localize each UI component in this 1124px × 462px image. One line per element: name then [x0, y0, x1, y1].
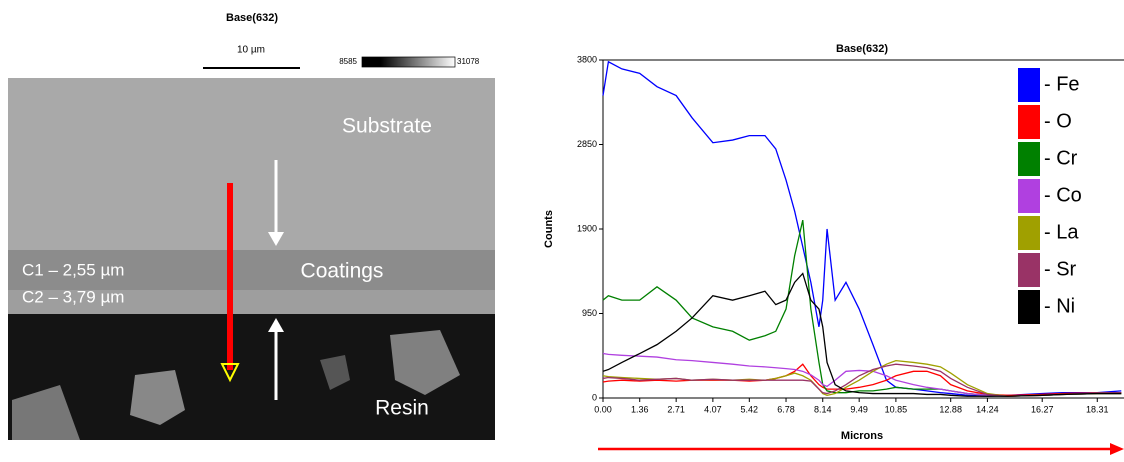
y-tick-label: 950 — [582, 308, 597, 318]
x-tick-label: 18.31 — [1086, 404, 1109, 414]
y-axis-label: Counts — [543, 210, 555, 248]
legend-swatch — [1018, 68, 1040, 102]
legend-label: - Sr — [1044, 258, 1077, 280]
label-substrate: Substrate — [342, 115, 432, 138]
x-tick-label: 2.71 — [667, 404, 685, 414]
legend-swatch — [1018, 105, 1040, 139]
legend-label: - La — [1044, 221, 1079, 243]
x-tick-label: 12.88 — [939, 404, 962, 414]
particle — [130, 370, 185, 425]
legend-swatch — [1018, 253, 1040, 287]
series-line — [602, 363, 1122, 397]
series-line — [602, 60, 1122, 397]
legend-label: - Co — [1044, 184, 1082, 206]
direction-arrow-head — [1110, 443, 1124, 455]
label-c2: C2 – 3,79 µm — [22, 287, 124, 306]
x-axis-label: Microns — [841, 430, 883, 442]
legend-label: - O — [1044, 110, 1072, 132]
scan-end — [220, 363, 240, 383]
coating-1 — [8, 250, 495, 290]
x-tick-label: 0.00 — [594, 404, 612, 414]
legend-swatch — [1018, 290, 1040, 324]
image-title: Base(632) — [226, 12, 278, 24]
particle — [12, 385, 80, 440]
label-c1: C1 – 2,55 µm — [22, 260, 124, 279]
x-tick-label: 8.14 — [814, 404, 832, 414]
x-tick-label: 5.42 — [741, 404, 759, 414]
x-tick-label: 4.07 — [704, 404, 722, 414]
y-tick-label: 1900 — [577, 223, 597, 233]
y-tick-label: 2850 — [577, 139, 597, 149]
label-resin: Resin — [375, 397, 429, 420]
legend-label: - Ni — [1044, 295, 1075, 317]
line-chart: Base(632) Microns Counts 0 950 1900 2850 380… — [543, 43, 1124, 442]
legend-label: - Fe — [1044, 73, 1080, 95]
y-tick-label: 3800 — [577, 54, 597, 64]
series-line — [602, 272, 1122, 397]
label-coatings: Coatings — [301, 260, 384, 283]
particle — [390, 330, 460, 395]
particle — [320, 355, 350, 390]
x-tick-label: 10.85 — [885, 404, 908, 414]
legend-label: - Cr — [1044, 147, 1078, 169]
colorbar — [361, 56, 456, 68]
legend-swatch — [1018, 142, 1040, 176]
legend-swatch — [1018, 179, 1040, 213]
arrow-head — [268, 318, 284, 332]
x-tick-label: 6.78 — [777, 404, 795, 414]
arrow-head — [268, 232, 284, 246]
y-tick-label: 0 — [592, 392, 597, 402]
x-tick-label: 1.36 — [631, 404, 649, 414]
colorbar-min: 8585 — [339, 57, 357, 66]
series-line — [602, 352, 1122, 397]
x-tick-label: 16.27 — [1031, 404, 1054, 414]
scale-label: 10 µm — [237, 45, 265, 56]
colorbar-max: 31078 — [457, 57, 480, 66]
x-tick-label: 9.49 — [850, 404, 868, 414]
coating-2 — [8, 290, 495, 314]
legend-swatch — [1018, 216, 1040, 250]
x-tick-label: 14.24 — [976, 404, 999, 414]
chart-title: Base(632) — [836, 43, 888, 55]
